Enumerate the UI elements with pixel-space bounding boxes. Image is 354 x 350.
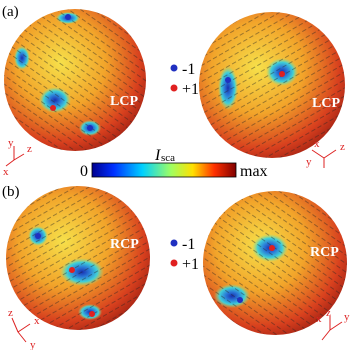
axis-triad: x y z bbox=[3, 137, 32, 178]
axis-label: y bbox=[8, 137, 14, 149]
legend-entry: -1 bbox=[182, 61, 195, 78]
legend-entry: +1 bbox=[182, 256, 199, 273]
axis-label: y bbox=[30, 339, 36, 350]
axis-label: z bbox=[340, 141, 345, 153]
legend-entry: -1 bbox=[182, 236, 195, 253]
sphere-label: RCP bbox=[310, 245, 339, 260]
axis-label: y bbox=[306, 156, 312, 168]
axis-label: x bbox=[3, 166, 9, 178]
sphere-label: RCP bbox=[110, 237, 139, 252]
legend-dot bbox=[170, 64, 178, 72]
colorbar-title-sub: sca bbox=[161, 152, 175, 164]
axis-label: y bbox=[344, 311, 350, 323]
axis-triad: x y z bbox=[306, 138, 345, 168]
sphere-b-left bbox=[6, 186, 150, 330]
panel-label: (b) bbox=[2, 184, 20, 200]
sphere-label: LCP bbox=[312, 96, 340, 111]
sphere-a-left bbox=[4, 9, 146, 151]
colorbar-min: 0 bbox=[80, 163, 88, 180]
legend-dot bbox=[170, 239, 178, 247]
axis-label: z bbox=[8, 307, 13, 319]
axis-label: x bbox=[34, 315, 40, 327]
axis-label: x bbox=[316, 313, 322, 325]
sphere-label: LCP bbox=[110, 94, 138, 109]
axis-label: z bbox=[27, 143, 32, 155]
sphere-b-right bbox=[203, 191, 347, 335]
axis-label: z bbox=[326, 307, 331, 319]
colorbar bbox=[91, 162, 237, 178]
sphere-a-right bbox=[199, 12, 345, 158]
axis-triad: x y z bbox=[8, 307, 40, 350]
legend-dot bbox=[170, 259, 178, 267]
axis-label: x bbox=[314, 138, 320, 150]
legend-entry: +1 bbox=[182, 81, 199, 98]
axis-triad: x y z bbox=[316, 307, 350, 341]
colorbar-max: max bbox=[240, 163, 268, 180]
colorbar-title: I bbox=[154, 147, 161, 164]
panel-label: (a) bbox=[2, 4, 19, 20]
legend-dot bbox=[170, 84, 178, 92]
